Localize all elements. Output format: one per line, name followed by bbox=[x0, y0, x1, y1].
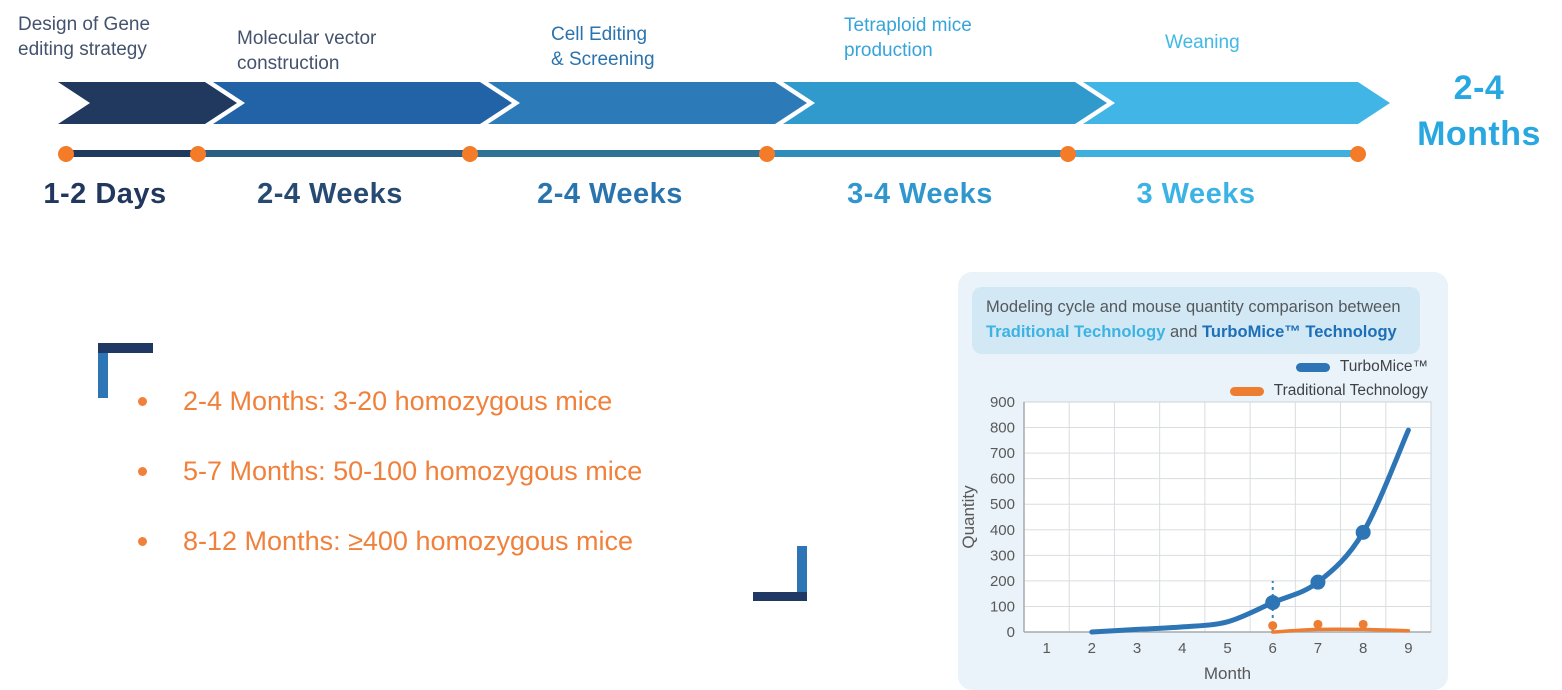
y-tick-label: 700 bbox=[990, 445, 1015, 462]
stage-duration: 1-2 Days bbox=[43, 178, 167, 210]
bullet-dot bbox=[138, 467, 147, 476]
series-line bbox=[1270, 627, 1411, 634]
timeline-dot bbox=[58, 145, 74, 162]
legend-swatch bbox=[1295, 362, 1330, 372]
stage-duration: 2-4 Weeks bbox=[537, 178, 683, 210]
stage-duration: 3-4 Weeks bbox=[847, 178, 993, 210]
stage-label-line: Tetraploid mice bbox=[844, 15, 972, 36]
y-tick-label: 400 bbox=[990, 522, 1015, 539]
stage-arrow bbox=[488, 82, 807, 124]
x-tick-label: 7 bbox=[1314, 640, 1322, 657]
chart-legend: TurboMice™ Traditional Technology bbox=[1229, 358, 1428, 400]
total-duration-line2: Months bbox=[1417, 114, 1541, 153]
stage-arrow bbox=[58, 82, 237, 124]
bullet-item: 5-7 Months: 50-100 homozygous mice bbox=[138, 456, 642, 487]
stage-label: Design of Gene editing strategy bbox=[18, 12, 150, 62]
bullet-item: 2-4 Months: 3-20 homozygous mice bbox=[138, 386, 612, 417]
bracket-horizontal-bar bbox=[753, 592, 807, 601]
bullet-dot bbox=[138, 537, 147, 546]
legend-swatch bbox=[1229, 386, 1264, 396]
chart-title-series-turbomice: TurboMice™ Technology bbox=[1202, 322, 1397, 341]
y-tick-label: 500 bbox=[990, 496, 1015, 513]
stage-label-line: editing strategy bbox=[18, 39, 147, 61]
bullet-dot bbox=[138, 397, 147, 406]
x-tick-label: 2 bbox=[1088, 640, 1096, 657]
y-tick-label: 300 bbox=[990, 547, 1015, 564]
stage-label-line: Cell Editing bbox=[551, 24, 648, 45]
y-tick-label: 600 bbox=[990, 471, 1015, 488]
timeline-dot bbox=[1350, 145, 1366, 162]
bracket-vertical-bar bbox=[98, 353, 108, 398]
stage-label-line: & Screening bbox=[551, 49, 655, 71]
stage-label-line: Molecular vector bbox=[237, 28, 377, 49]
stage-label-line: production bbox=[844, 40, 933, 62]
timeline-connector-segment bbox=[470, 150, 767, 157]
legend-label: Traditional Technology bbox=[1273, 382, 1428, 399]
timeline-connector-segment bbox=[66, 150, 198, 157]
chart-title-series-traditional: Traditional Technology bbox=[986, 322, 1166, 341]
stage-arrow bbox=[213, 82, 512, 124]
data-point bbox=[1265, 595, 1281, 611]
y-axis-title: Quantity bbox=[959, 485, 978, 549]
timeline-dot bbox=[190, 145, 206, 162]
chart-title-prefix: Modeling cycle and mouse quantity compar… bbox=[986, 298, 1401, 316]
x-tick-label: 4 bbox=[1178, 640, 1186, 657]
data-point bbox=[1358, 619, 1368, 629]
data-point bbox=[1313, 619, 1323, 629]
stage-label: Cell Editing & Screening bbox=[551, 22, 655, 72]
chart-title-join: and bbox=[1165, 322, 1203, 341]
x-tick-label: 5 bbox=[1223, 640, 1231, 657]
chart-title-box: Modeling cycle and mouse quantity compar… bbox=[972, 287, 1420, 354]
chart-panel: Modeling cycle and mouse quantity compar… bbox=[958, 272, 1448, 690]
legend-label: TurboMice™ bbox=[1339, 358, 1428, 375]
x-axis-title: Month bbox=[1204, 664, 1251, 683]
total-duration-label: 2-4 Months bbox=[1396, 66, 1562, 158]
bullet-text: 2-4 Months: 3-20 homozygous mice bbox=[183, 386, 613, 416]
stage-label: Molecular vector construction bbox=[237, 26, 376, 76]
timeline-connector-segment bbox=[767, 150, 1068, 157]
chart-svg: 0 100 200 300 400 500 600 700 800 900 1 2 3 4 5 6 7 8 9 Mon… bbox=[959, 394, 1432, 683]
stage-arrow bbox=[1083, 82, 1390, 124]
data-point bbox=[1355, 524, 1371, 540]
bracket-vertical-bar bbox=[797, 546, 807, 593]
timeline-dot bbox=[1060, 145, 1076, 162]
y-tick-label: 900 bbox=[990, 394, 1015, 411]
stage-label: Tetraploid mice production bbox=[844, 13, 972, 63]
y-tick-label: 0 bbox=[1007, 624, 1015, 641]
timeline-dot bbox=[462, 145, 478, 162]
timeline-connector-segment bbox=[198, 150, 470, 157]
process-timeline: Design of Gene editing strategy 1-2 Days Mo… bbox=[0, 0, 1562, 230]
stage-label-line: Weaning bbox=[1165, 32, 1240, 53]
bullet-text: 8-12 Months: ≥400 homozygous mice bbox=[183, 526, 634, 556]
x-tick-label: 3 bbox=[1133, 640, 1141, 657]
bracket-horizontal-bar bbox=[98, 343, 153, 353]
bullet-item: 8-12 Months: ≥400 homozygous mice bbox=[138, 526, 633, 557]
y-tick-label: 800 bbox=[990, 420, 1015, 437]
stage-arrow bbox=[783, 82, 1107, 124]
y-tick-label: 100 bbox=[990, 598, 1015, 615]
data-point bbox=[1310, 574, 1326, 590]
total-duration-line1: 2-4 bbox=[1453, 69, 1505, 107]
stage-duration: 3 Weeks bbox=[1136, 178, 1256, 210]
legend-item: TurboMice™ bbox=[1295, 358, 1428, 376]
timeline-connector-segment bbox=[1068, 150, 1358, 157]
stage-label-line: Design of Gene bbox=[18, 14, 151, 35]
stage-label-line: construction bbox=[237, 53, 340, 75]
x-tick-label: 8 bbox=[1359, 640, 1367, 657]
timeline-dot bbox=[759, 145, 775, 162]
bullet-text: 5-7 Months: 50-100 homozygous mice bbox=[183, 456, 643, 486]
x-tick-label: 9 bbox=[1404, 640, 1412, 657]
x-tick-label: 6 bbox=[1269, 640, 1277, 657]
plot-area bbox=[1023, 401, 1432, 633]
x-tick-label: 1 bbox=[1042, 640, 1050, 657]
stage-label: Weaning bbox=[1165, 30, 1240, 55]
stage-duration: 2-4 Weeks bbox=[257, 178, 403, 210]
y-tick-label: 200 bbox=[990, 573, 1015, 590]
legend-item: Traditional Technology bbox=[1229, 382, 1428, 400]
data-point bbox=[1268, 621, 1278, 631]
